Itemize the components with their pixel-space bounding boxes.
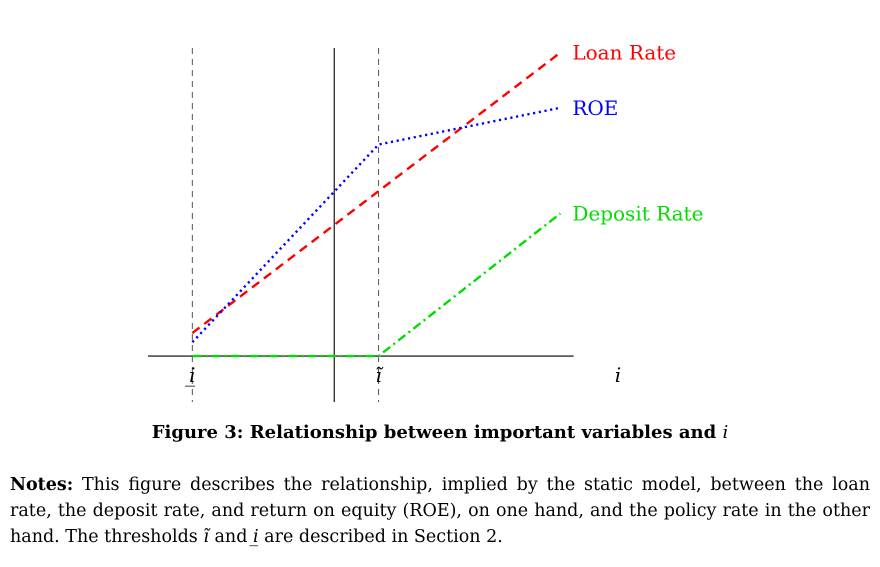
figure-3-chart: Loan Rate ROE Deposit Rate i̲ ĩ i <box>148 41 703 402</box>
x-tick-label-1: i̲ <box>185 363 195 387</box>
notes-heading: Notes: <box>10 475 74 495</box>
notes-threshold-tilde: ĩ <box>203 527 209 547</box>
series-line-loan-rate <box>191 51 562 334</box>
series-line-deposit-rate <box>192 212 562 358</box>
x-axis-label: i <box>615 363 621 387</box>
series-labels: Loan Rate ROE Deposit Rate <box>572 41 703 226</box>
series-label-loan-rate: Loan Rate <box>572 41 676 65</box>
series-lines <box>191 51 562 358</box>
series-line-roe <box>191 106 561 344</box>
figure-caption: Figure 3: Relationship between important… <box>0 422 880 443</box>
series-label-roe: ROE <box>572 96 618 120</box>
caption-variable: i <box>722 422 729 443</box>
series-label-deposit-rate: Deposit Rate <box>572 202 703 226</box>
x-tick-labels: i̲ ĩ <box>185 363 384 387</box>
notes-threshold-under: i̲ <box>252 527 259 547</box>
notes-text-1: This figure describes the relationship, … <box>10 475 870 547</box>
x-tick-label-2: ĩ <box>375 363 384 387</box>
caption-text: Figure 3: Relationship between important… <box>151 422 723 443</box>
figure-notes: Notes: This figure describes the relatio… <box>10 472 870 550</box>
notes-text-2: and <box>208 527 253 547</box>
notes-text-3: are described in Section 2. <box>258 527 503 547</box>
reference-lines <box>191 48 380 402</box>
